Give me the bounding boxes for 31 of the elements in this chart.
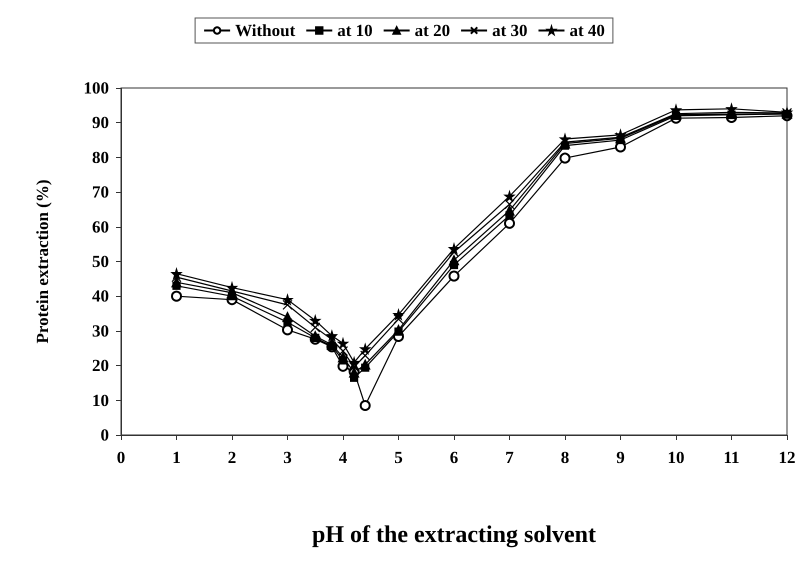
legend-label: at 10 (337, 21, 373, 40)
x-tick-label: 10 (668, 448, 684, 467)
x-tick-label: 12 (778, 448, 796, 467)
y-tick-label: 30 (92, 321, 109, 340)
x-tick-label: 6 (450, 448, 458, 467)
x-tick-label: 8 (560, 448, 570, 467)
y-tick-label: 80 (92, 148, 109, 167)
y-tick-label: 70 (92, 182, 109, 202)
legend-label: at 40 (569, 21, 605, 40)
y-tick-label: 60 (92, 217, 109, 236)
y-tick-label: 90 (92, 113, 109, 132)
legend-label: Without (235, 21, 296, 40)
y-tick-label: 10 (92, 390, 109, 410)
y-axis-title: Protein extraction (%) (33, 180, 52, 344)
x-tick-label: 11 (723, 448, 740, 467)
y-tick-label: 100 (84, 78, 109, 98)
x-tick-label: 3 (283, 448, 292, 467)
x-tick-label: 1 (172, 448, 181, 467)
x-tick-label: 5 (394, 448, 403, 467)
x-tick-label: 9 (616, 448, 625, 467)
legend-label: at 20 (414, 21, 450, 40)
y-tick-label: 20 (92, 356, 109, 376)
y-tick-label: 40 (92, 286, 109, 306)
x-tick-label: 7 (505, 448, 514, 467)
y-tick-label: 50 (92, 252, 109, 271)
x-tick-label: 0 (116, 448, 126, 467)
x-axis-title: pH of the extracting solvent (312, 522, 596, 548)
x-tick-label: 4 (338, 448, 348, 467)
legend-label: at 30 (492, 21, 528, 40)
y-tick-label: 0 (100, 426, 109, 444)
x-tick-label: 2 (228, 448, 236, 467)
